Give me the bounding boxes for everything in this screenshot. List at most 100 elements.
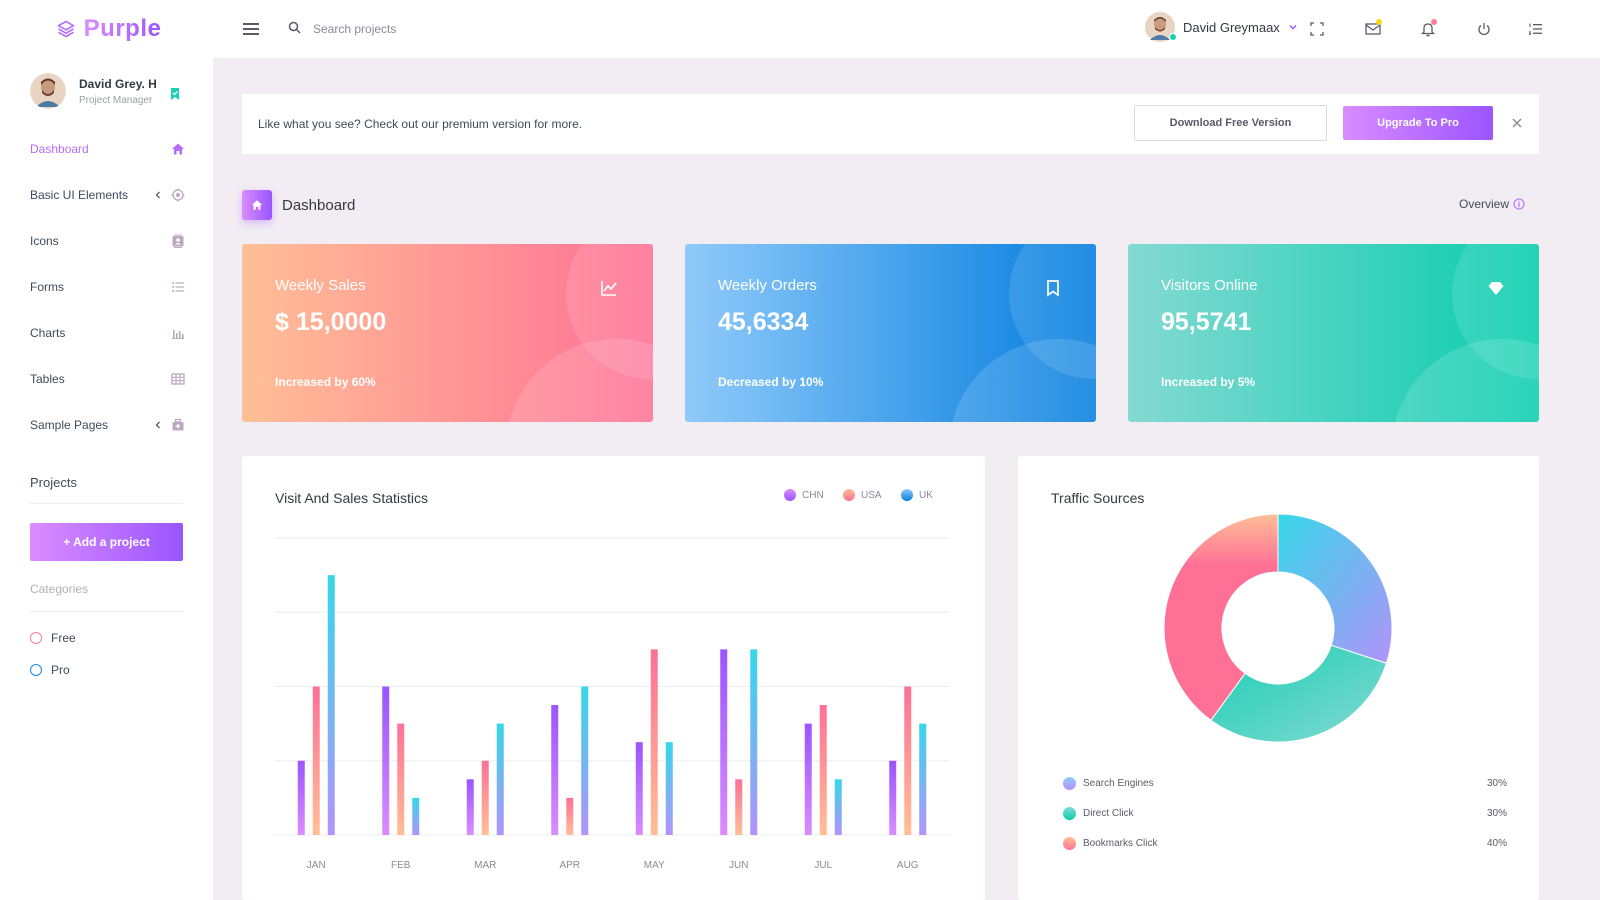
categories-section-title: Categories: [30, 582, 89, 596]
sidebar-user-name: David Grey. H: [79, 76, 157, 91]
brand-logo[interactable]: Purple: [0, 0, 217, 58]
legend-swatch: [1063, 807, 1076, 820]
add-project-button[interactable]: + Add a project: [30, 523, 183, 561]
promo-banner-text: Like what you see? Check out our premium…: [258, 117, 583, 131]
card-title: Traffic Sources: [1051, 490, 1145, 506]
close-icon[interactable]: [1510, 116, 1524, 130]
bookmark-check-icon: [171, 88, 179, 100]
sidebar-item-label: Dashboard: [30, 142, 89, 156]
bar-usa-aug: [904, 686, 912, 835]
sidebar-item-sample-pages[interactable]: Sample Pages: [30, 414, 185, 436]
card-decoration: [506, 339, 653, 422]
sidebar-item-dashboard[interactable]: Dashboard: [30, 138, 185, 160]
download-free-version-button[interactable]: Download Free Version: [1134, 105, 1327, 141]
legend-swatch: [1063, 837, 1076, 850]
x-tick-label: FEB: [391, 860, 411, 871]
bar-chn-may: [635, 742, 643, 835]
bar-usa-feb: [397, 723, 405, 835]
overview-link[interactable]: Overview: [1459, 197, 1525, 211]
donut-slice-direct-click: [1210, 644, 1388, 743]
categories-divider: [30, 611, 183, 612]
bar-usa-jun: [735, 779, 743, 835]
profile-name: David Greymaax: [1183, 19, 1280, 35]
traffic-source-name: Search Engines: [1083, 778, 1154, 789]
upgrade-to-pro-button[interactable]: Upgrade To Pro: [1343, 106, 1493, 140]
legend-swatch: [901, 489, 913, 501]
notification-indicator-dot: [1431, 19, 1437, 25]
fullscreen-button[interactable]: [1306, 18, 1328, 40]
bar-usa-jul: [819, 705, 827, 835]
home-icon: [172, 143, 184, 155]
info-circle-icon: [1513, 198, 1525, 210]
profile-dropdown[interactable]: David Greymaax: [1145, 12, 1298, 42]
page-title: Dashboard: [282, 196, 356, 214]
sidebar-item-icons[interactable]: Icons: [30, 230, 185, 252]
chevron-left-icon: [155, 421, 160, 429]
messages-button[interactable]: [1362, 18, 1384, 40]
x-tick-label: JAN: [307, 860, 326, 871]
stat-label: Visitors Online: [1161, 277, 1258, 294]
chevron-left-icon: [155, 191, 160, 199]
traffic-source-percent: 30%: [1486, 778, 1507, 789]
page-title-badge: [242, 190, 272, 220]
bar-chn-jul: [804, 723, 812, 835]
email-icon: [1365, 23, 1381, 35]
avatar: [1145, 12, 1177, 42]
logout-button[interactable]: [1473, 18, 1495, 40]
sidebar-item-label: Sample Pages: [30, 418, 109, 432]
message-indicator-dot: [1376, 19, 1382, 25]
bar-chn-aug: [889, 760, 897, 835]
search-input[interactable]: [313, 16, 573, 42]
sidebar-user-profile[interactable]: David Grey. H Project Manager: [30, 73, 190, 109]
sidebar-item-tables[interactable]: Tables: [30, 368, 185, 390]
legend-label: UK: [919, 489, 933, 501]
notifications-button[interactable]: [1417, 18, 1439, 40]
stat-value: $ 15,0000: [275, 308, 387, 336]
legend-label: CHN: [802, 489, 824, 501]
overview-label: Overview: [1459, 197, 1510, 211]
legend-item-usa: USA: [843, 489, 882, 501]
bar-usa-may: [650, 649, 658, 835]
traffic-source-direct-click: Direct Click 30%: [1063, 807, 1507, 820]
format-list-bulleted-icon: [172, 282, 184, 292]
donut-slice-bookmarks-click: [1163, 513, 1279, 721]
sidebar-item-basic-ui-elements[interactable]: Basic UI Elements: [30, 184, 185, 206]
sidebar-item-forms[interactable]: Forms: [30, 276, 185, 298]
avatar: [30, 73, 66, 109]
bar-usa-mar: [481, 760, 489, 835]
legend-swatch: [1063, 777, 1076, 790]
category-free[interactable]: Free: [30, 631, 76, 645]
category-pro[interactable]: Pro: [30, 663, 70, 677]
category-circle-icon: [30, 664, 42, 676]
category-circle-icon: [30, 632, 42, 644]
legend-item-chn: CHN: [784, 489, 824, 501]
stat-value: 95,5741: [1161, 308, 1252, 336]
legend-item-uk: UK: [901, 489, 933, 501]
sidebar-item-label: Charts: [30, 326, 66, 340]
table-icon: [171, 373, 185, 385]
promo-banner: Like what you see? Check out our premium…: [242, 94, 1539, 154]
sidebar-item-label: Forms: [30, 280, 64, 294]
bar-uk-may: [665, 742, 673, 835]
traffic-source-name: Direct Click: [1083, 808, 1134, 819]
card-decoration: [1392, 339, 1539, 422]
stat-footnote: Increased by 5%: [1161, 375, 1256, 389]
weekly-sales-card: Weekly Sales $ 15,0000 Increased by 60%: [242, 244, 653, 422]
bar-chn-jan: [297, 760, 305, 835]
menu-icon[interactable]: [241, 19, 261, 39]
sidebar-item-label: Basic UI Elements: [30, 188, 129, 202]
traffic-source-percent: 30%: [1486, 808, 1507, 819]
sidebar-item-charts[interactable]: Charts: [30, 322, 185, 344]
chevron-down-icon: [1289, 25, 1297, 30]
bar-uk-mar: [496, 723, 504, 835]
settings-panel-button[interactable]: [1525, 18, 1547, 40]
search-icon: [288, 21, 301, 34]
sidebar-item-label: Icons: [30, 234, 59, 248]
traffic-sources-donut-chart: [1163, 513, 1393, 743]
power-icon: [1478, 23, 1490, 36]
page-header: Dashboard: [242, 190, 355, 220]
x-tick-label: JUL: [814, 860, 832, 871]
x-tick-label: AUG: [897, 860, 919, 871]
bar-uk-apr: [581, 686, 589, 835]
x-tick-label: APR: [559, 860, 580, 871]
